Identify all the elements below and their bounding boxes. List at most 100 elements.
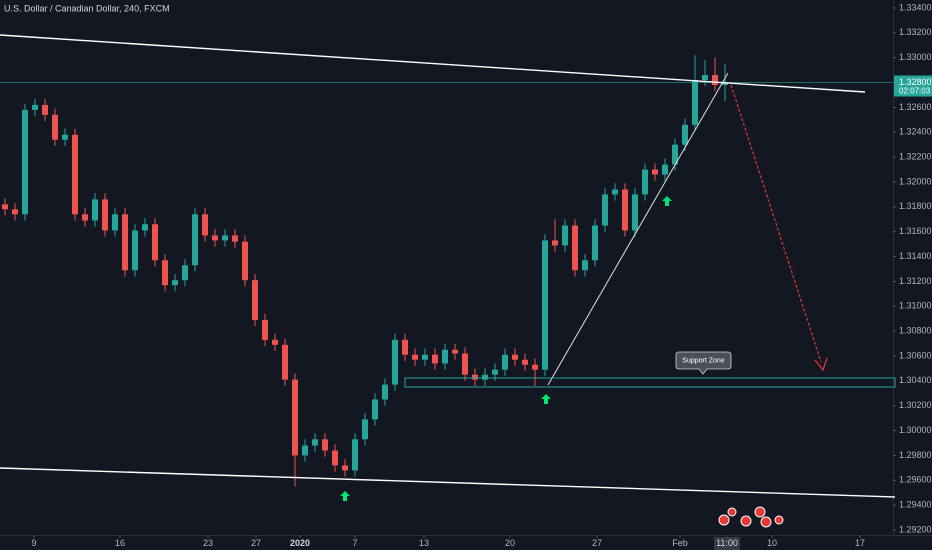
candle-body [132, 230, 138, 271]
candle-body [512, 354, 518, 360]
callout-box [675, 351, 732, 375]
up-arrow [662, 196, 672, 206]
up-arrow [340, 491, 350, 501]
y-tick-label: 1.29400 [899, 500, 932, 510]
x-tick-label: 20 [505, 538, 515, 548]
candle-body [112, 214, 118, 231]
candle-body [392, 339, 398, 385]
event-icon [774, 515, 784, 525]
candle-body [622, 189, 628, 231]
candle-body [572, 225, 578, 271]
candle-body [652, 169, 658, 175]
candle-body [492, 369, 498, 375]
callout-text: Support Zone [682, 357, 725, 364]
projection-arrowhead [814, 357, 828, 372]
y-tick-label: 1.32600 [899, 102, 932, 112]
x-tick-label: 16 [115, 538, 125, 548]
up-arrow [541, 394, 551, 404]
candle-body [472, 374, 478, 380]
event-icon [754, 506, 766, 518]
candle-body [192, 214, 198, 266]
x-tick-label: 17 [855, 538, 865, 548]
candle-body [362, 419, 368, 440]
y-tick-label: 1.29600 [899, 475, 932, 485]
chart-title: U.S. Dollar / Canadian Dollar, 240, FXCM [4, 3, 170, 13]
candle-body [292, 379, 298, 456]
candle-body [712, 75, 718, 86]
axes: 1.33400 1.33200 1.33000 1.32800 1.32600 1.324… [31, 2, 932, 550]
candle-body [352, 439, 358, 471]
candle-body [152, 224, 158, 261]
y-tick-label: 1.30800 [899, 326, 932, 336]
x-tick-label: 27 [592, 538, 602, 548]
candle-body [102, 199, 108, 231]
candle-body [342, 465, 348, 471]
candle-body [22, 109, 28, 215]
y-tick-label: 1.31600 [899, 226, 932, 236]
y-tick-label: 1.33200 [899, 27, 932, 37]
y-tick-label: 1.33400 [899, 2, 932, 12]
candle-body [62, 134, 68, 140]
candle-body [302, 445, 308, 456]
y-tick-label: 1.32400 [899, 127, 932, 137]
candles [0, 55, 893, 487]
y-tick-label: 1.32200 [899, 151, 932, 161]
candle-body [182, 265, 188, 281]
candle-body [382, 384, 388, 400]
candle-body [672, 144, 678, 165]
y-tick-label: 1.31800 [899, 201, 932, 211]
y-tick-label: 1.29200 [899, 524, 932, 534]
candle-body [202, 214, 208, 236]
candle-body [252, 280, 258, 320]
candle-body [12, 209, 18, 215]
y-tick-label: 1.30400 [899, 375, 932, 385]
y-tick-label: 1.29800 [899, 450, 932, 460]
candle-body [722, 82, 728, 86]
projection-arrow [730, 84, 822, 363]
last-price-box [894, 75, 932, 97]
support-trendline [0, 467, 896, 498]
rising-trendline [547, 72, 729, 386]
y-tick-label: 1.31200 [899, 276, 932, 286]
candle-body [582, 260, 588, 271]
candle-body [702, 75, 708, 81]
support-callout: Support Zone [675, 351, 732, 375]
bar-countdown: 02:07:03 [899, 87, 931, 96]
y-tick-label: 1.30600 [899, 350, 932, 360]
x-tick-label: 11:00 [716, 538, 738, 548]
time-cursor-box [714, 537, 740, 550]
candle-body [262, 319, 268, 340]
candle-body [662, 164, 668, 175]
candle-body [692, 80, 698, 125]
candle-body [242, 241, 248, 281]
support-zone [404, 377, 896, 388]
candle-body [532, 364, 538, 370]
candle-body [412, 354, 418, 360]
x-tick-label: 13 [419, 538, 429, 548]
candle-body [682, 124, 688, 145]
candle-body [312, 439, 318, 446]
candle-body [402, 339, 408, 355]
candle-body [602, 194, 608, 226]
candle-body [162, 260, 168, 286]
candle-body [282, 344, 288, 380]
y-tick-label: 1.33000 [899, 52, 932, 62]
candle-body [82, 214, 88, 221]
candle-body [642, 169, 648, 195]
candle-body [482, 374, 488, 380]
candle-body [272, 339, 278, 345]
candle-body [212, 235, 218, 241]
resistance-trendline [0, 34, 866, 93]
candle-body [562, 225, 568, 246]
event-icon [740, 515, 752, 527]
x-tick-label: 27 [251, 538, 261, 548]
candle-body [422, 354, 428, 360]
candle-body [222, 235, 228, 241]
candle-body [542, 240, 548, 370]
last-price-label: 1.32800 [899, 77, 932, 87]
candle-body [502, 354, 508, 370]
candle-body [632, 194, 638, 231]
candle-body [452, 349, 458, 354]
candle-body [232, 235, 238, 242]
